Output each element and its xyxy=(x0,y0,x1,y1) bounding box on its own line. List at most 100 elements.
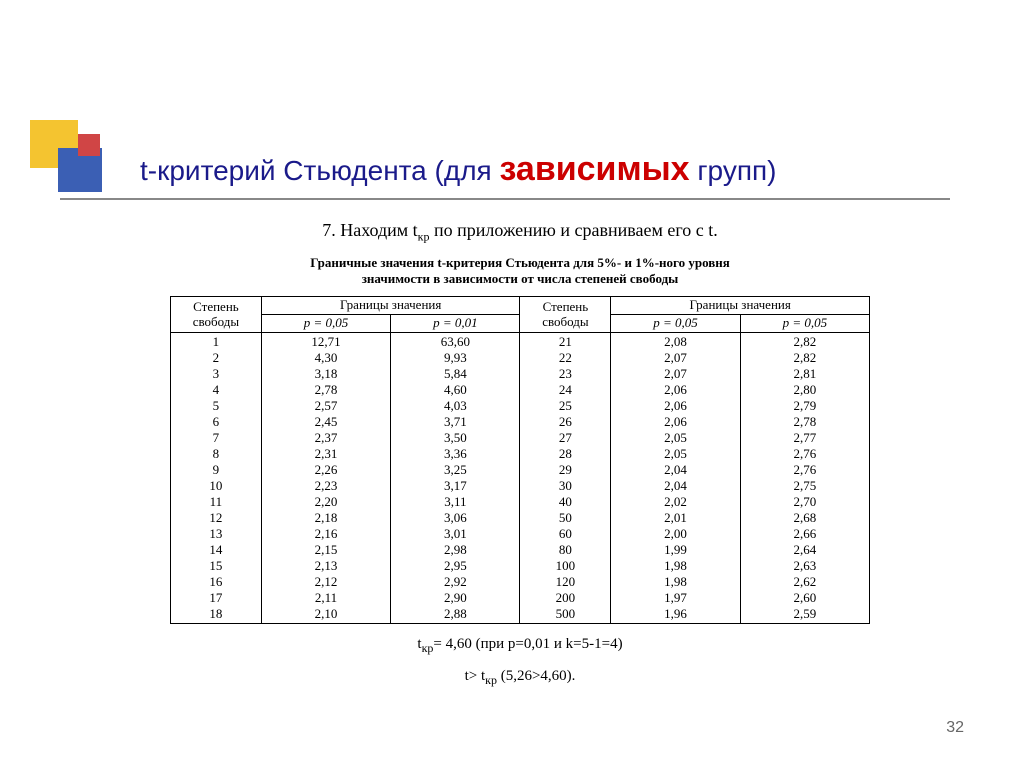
table-value: 2,77 xyxy=(745,430,865,446)
table-value: 2,88 xyxy=(395,606,515,622)
table-value: 3,11 xyxy=(395,494,515,510)
table-value: 63,60 xyxy=(395,334,515,350)
result-line-1: tкр= 4,60 (при p=0,01 и k=5-1=4) xyxy=(170,636,870,656)
table-value: 2,15 xyxy=(266,542,386,558)
caption-line1: Граничные значения t-критерия Стьюдента … xyxy=(170,255,870,272)
table-value: 2,04 xyxy=(615,462,735,478)
table-value: 5,84 xyxy=(395,366,515,382)
table-value: 16 xyxy=(175,574,257,590)
table-value: 1 xyxy=(175,334,257,350)
col-right-df: 2122232425262728293040506080100120200500 xyxy=(520,333,611,624)
table-value: 9,93 xyxy=(395,350,515,366)
table-value: 3,25 xyxy=(395,462,515,478)
table-value: 2,13 xyxy=(266,558,386,574)
table-value: 3,36 xyxy=(395,446,515,462)
table-value: 13 xyxy=(175,526,257,542)
table-value: 15 xyxy=(175,558,257,574)
table-value: 27 xyxy=(524,430,606,446)
table-value: 17 xyxy=(175,590,257,606)
table-value: 28 xyxy=(524,446,606,462)
table-value: 26 xyxy=(524,414,606,430)
step-title-b: по приложению и сравниваем его с t. xyxy=(430,220,718,240)
table-value: 2,59 xyxy=(745,606,865,622)
col-right-p05: 2,082,072,072,062,062,062,052,052,042,04… xyxy=(611,333,740,624)
table-value: 100 xyxy=(524,558,606,574)
table-bottom-border xyxy=(171,623,870,624)
corner-decoration xyxy=(30,120,110,200)
result2-sub: кр xyxy=(485,673,497,687)
table-value: 3,71 xyxy=(395,414,515,430)
table-value: 2,06 xyxy=(615,414,735,430)
table-value: 2,80 xyxy=(745,382,865,398)
table-value: 2,95 xyxy=(395,558,515,574)
col-left-p05: 12,714,303,182,782,572,452,372,312,262,2… xyxy=(261,333,390,624)
table-value: 2,60 xyxy=(745,590,865,606)
col-right-p01: 2,822,822,812,802,792,782,772,762,762,75… xyxy=(740,333,869,624)
table-value: 6 xyxy=(175,414,257,430)
table-value: 2,06 xyxy=(615,382,735,398)
table-value: 2,76 xyxy=(745,446,865,462)
table-value: 1,96 xyxy=(615,606,735,622)
table-value: 10 xyxy=(175,478,257,494)
table-value: 3,06 xyxy=(395,510,515,526)
result1-sub: кр xyxy=(422,641,434,655)
table-value: 2,12 xyxy=(266,574,386,590)
table-value: 21 xyxy=(524,334,606,350)
header-df-right: Степень свободы xyxy=(520,297,611,333)
table-value: 2,18 xyxy=(266,510,386,526)
table-value: 22 xyxy=(524,350,606,366)
step-title: 7. Находим tкр по приложению и сравнивае… xyxy=(170,220,870,245)
header-p01-left: p = 0,01 xyxy=(391,315,520,333)
header-p05b-right: p = 0,05 xyxy=(740,315,869,333)
table-value: 30 xyxy=(524,478,606,494)
table-value: 12 xyxy=(175,510,257,526)
table-value: 40 xyxy=(524,494,606,510)
table-value: 3,18 xyxy=(266,366,386,382)
table-value: 2,57 xyxy=(266,398,386,414)
table-value: 1,99 xyxy=(615,542,735,558)
result-line-2: t> tкр (5,26>4,60). xyxy=(170,668,870,688)
table-value: 1,98 xyxy=(615,558,735,574)
table-value: 2,45 xyxy=(266,414,386,430)
title-suffix: групп) xyxy=(690,155,777,186)
table-value: 1,97 xyxy=(615,590,735,606)
table-value: 4,60 xyxy=(395,382,515,398)
table-value: 25 xyxy=(524,398,606,414)
table-value: 80 xyxy=(524,542,606,558)
col-left-p01: 63,609,935,844,604,033,713,503,363,253,1… xyxy=(391,333,520,624)
step-title-a: 7. Находим t xyxy=(322,220,417,240)
table-value: 18 xyxy=(175,606,257,622)
square-red xyxy=(78,134,100,156)
table-value: 2,07 xyxy=(615,366,735,382)
table-value: 120 xyxy=(524,574,606,590)
table-value: 29 xyxy=(524,462,606,478)
result2-b: (5,26>4,60). xyxy=(497,668,575,684)
table-value: 3,50 xyxy=(395,430,515,446)
table-value: 2,98 xyxy=(395,542,515,558)
table-value: 5 xyxy=(175,398,257,414)
table-value: 2,37 xyxy=(266,430,386,446)
table-value: 14 xyxy=(175,542,257,558)
table-value: 1,98 xyxy=(615,574,735,590)
table-value: 4,03 xyxy=(395,398,515,414)
table-value: 2,06 xyxy=(615,398,735,414)
table-value: 11 xyxy=(175,494,257,510)
table-value: 2,04 xyxy=(615,478,735,494)
table-value: 2 xyxy=(175,350,257,366)
table-value: 2,68 xyxy=(745,510,865,526)
step-title-sub: кр xyxy=(418,230,430,244)
table-value: 4 xyxy=(175,382,257,398)
table-value: 24 xyxy=(524,382,606,398)
header-bounds-right: Границы значения xyxy=(611,297,870,315)
table-value: 2,82 xyxy=(745,350,865,366)
table-value: 500 xyxy=(524,606,606,622)
table-value: 2,07 xyxy=(615,350,735,366)
header-p05-right: p = 0,05 xyxy=(611,315,740,333)
table-value: 200 xyxy=(524,590,606,606)
table-value: 2,05 xyxy=(615,446,735,462)
title-underline xyxy=(60,198,950,200)
table-value: 2,82 xyxy=(745,334,865,350)
table-value: 2,05 xyxy=(615,430,735,446)
table-value: 3,17 xyxy=(395,478,515,494)
table-data-row: 123456789101112131415161718 12,714,303,1… xyxy=(171,333,870,624)
